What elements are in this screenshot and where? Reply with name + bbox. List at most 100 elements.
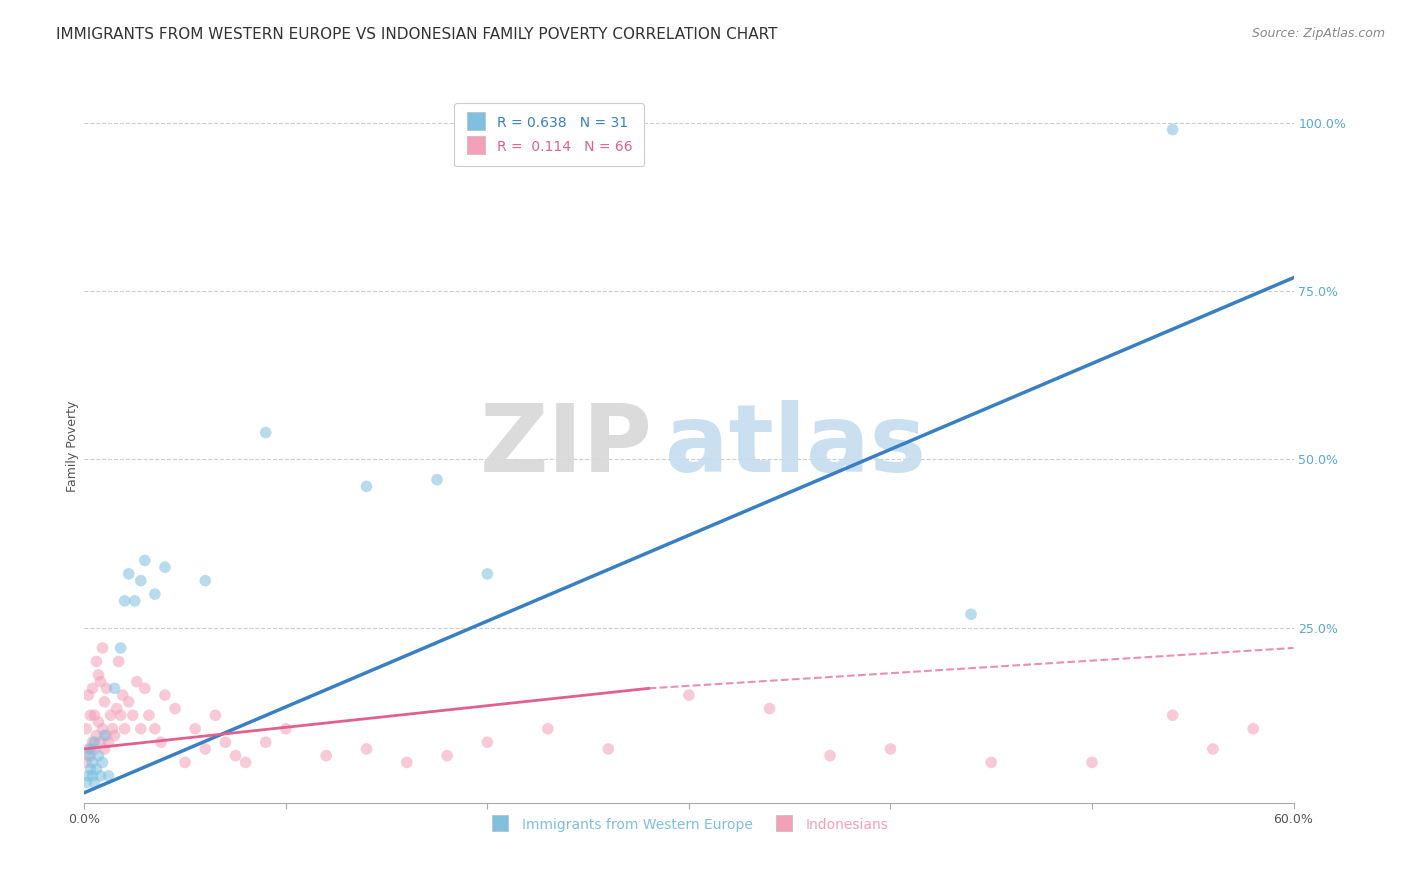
Point	[83, 708, 105, 723]
Point	[89, 735, 111, 749]
Point	[104, 729, 127, 743]
Legend: Immigrants from Western Europe, Indonesians: Immigrants from Western Europe, Indonesi…	[484, 811, 894, 838]
Point	[235, 756, 257, 770]
Point	[153, 560, 176, 574]
Point	[97, 769, 120, 783]
Point	[89, 674, 111, 689]
Point	[395, 756, 418, 770]
Point	[87, 714, 110, 729]
Point	[143, 722, 166, 736]
Point	[758, 701, 780, 715]
Point	[91, 756, 114, 770]
Point	[225, 748, 247, 763]
Point	[125, 674, 148, 689]
Point	[82, 756, 104, 770]
Point	[124, 594, 146, 608]
Point	[980, 756, 1002, 770]
Point	[1081, 756, 1104, 770]
Point	[1161, 122, 1184, 136]
Point	[79, 762, 101, 776]
Point	[138, 708, 160, 723]
Point	[83, 742, 105, 756]
Point	[436, 748, 458, 763]
Point	[100, 708, 122, 723]
Point	[143, 587, 166, 601]
Point	[134, 553, 156, 567]
Point	[87, 748, 110, 763]
Point	[184, 722, 207, 736]
Point	[678, 688, 700, 702]
Point	[93, 729, 115, 743]
Point	[477, 735, 499, 749]
Text: Source: ZipAtlas.com: Source: ZipAtlas.com	[1251, 27, 1385, 40]
Point	[114, 722, 136, 736]
Point	[104, 681, 127, 696]
Point	[174, 756, 197, 770]
Point	[77, 742, 100, 756]
Point	[477, 566, 499, 581]
Point	[426, 473, 449, 487]
Point	[83, 775, 105, 789]
Point	[107, 655, 129, 669]
Text: ZIP: ZIP	[479, 400, 652, 492]
Point	[114, 594, 136, 608]
Point	[818, 748, 841, 763]
Point	[879, 742, 901, 756]
Point	[1202, 742, 1225, 756]
Point	[86, 655, 108, 669]
Point	[75, 756, 97, 770]
Point	[86, 762, 108, 776]
Point	[82, 681, 104, 696]
Point	[356, 479, 378, 493]
Point	[274, 722, 297, 736]
Point	[82, 735, 104, 749]
Point	[214, 735, 236, 749]
Y-axis label: Family Poverty: Family Poverty	[66, 401, 79, 491]
Point	[254, 425, 277, 440]
Point	[77, 748, 100, 763]
Point	[101, 722, 124, 736]
Point	[77, 769, 100, 783]
Point	[134, 681, 156, 696]
Point	[89, 769, 111, 783]
Point	[110, 640, 132, 655]
Point	[129, 722, 152, 736]
Point	[204, 708, 226, 723]
Point	[165, 701, 187, 715]
Point	[87, 668, 110, 682]
Point	[75, 775, 97, 789]
Point	[315, 748, 337, 763]
Point	[79, 742, 101, 756]
Point	[1161, 708, 1184, 723]
Point	[118, 695, 141, 709]
Point	[105, 701, 128, 715]
Point	[194, 574, 217, 588]
Point	[598, 742, 620, 756]
Point	[91, 722, 114, 736]
Point	[356, 742, 378, 756]
Point	[86, 729, 108, 743]
Point	[537, 722, 560, 736]
Point	[96, 681, 118, 696]
Point	[254, 735, 277, 749]
Point	[75, 722, 97, 736]
Point	[153, 688, 176, 702]
Point	[97, 735, 120, 749]
Point	[129, 574, 152, 588]
Point	[960, 607, 983, 622]
Point	[110, 708, 132, 723]
Point	[79, 748, 101, 763]
Text: IMMIGRANTS FROM WESTERN EUROPE VS INDONESIAN FAMILY POVERTY CORRELATION CHART: IMMIGRANTS FROM WESTERN EUROPE VS INDONE…	[56, 27, 778, 42]
Point	[149, 735, 172, 749]
Point	[83, 735, 105, 749]
Point	[1241, 722, 1264, 736]
Point	[82, 769, 104, 783]
Point	[93, 742, 115, 756]
Point	[91, 640, 114, 655]
Text: atlas: atlas	[665, 400, 925, 492]
Point	[121, 708, 143, 723]
Point	[77, 688, 100, 702]
Point	[111, 688, 134, 702]
Point	[93, 695, 115, 709]
Point	[194, 742, 217, 756]
